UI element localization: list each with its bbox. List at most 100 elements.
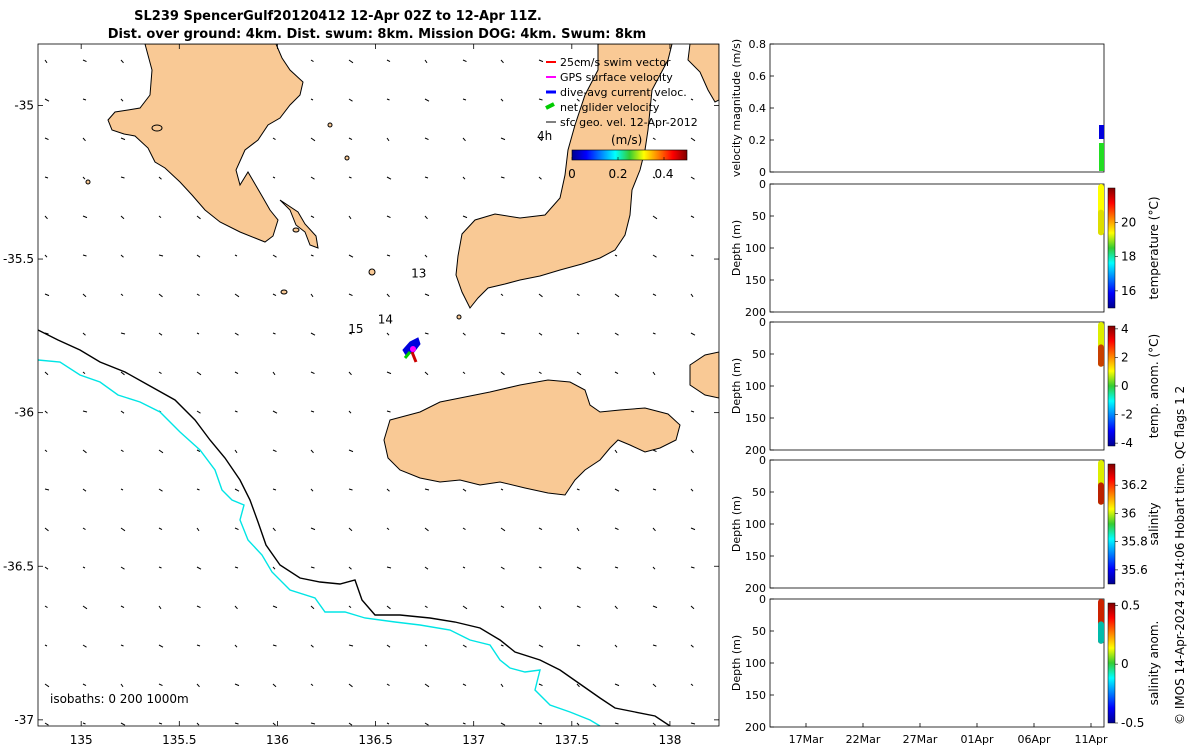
current-vector bbox=[196, 488, 200, 491]
land-yorke-peninsula bbox=[687, 44, 719, 103]
current-vector bbox=[386, 566, 392, 569]
current-vector bbox=[44, 176, 49, 179]
current-vector bbox=[82, 371, 86, 374]
current-vector bbox=[310, 254, 314, 257]
current-vector bbox=[538, 566, 542, 569]
panel-y-label: Depth (m) bbox=[730, 496, 743, 552]
panel-colorbar-tick-label: 20 bbox=[1121, 215, 1136, 229]
current-vector bbox=[462, 605, 468, 610]
current-vector bbox=[158, 605, 162, 610]
current-vector bbox=[310, 644, 314, 648]
profile-mark-lower-salinity-anom bbox=[1098, 621, 1104, 644]
current-vector bbox=[614, 644, 618, 648]
current-vector bbox=[386, 644, 391, 648]
current-vector bbox=[310, 488, 314, 492]
map-day-annotation: 14 bbox=[378, 313, 393, 327]
land-yorke-cape bbox=[689, 351, 719, 399]
map-colorbar bbox=[571, 149, 688, 161]
current-vector bbox=[196, 332, 200, 335]
current-vector bbox=[196, 527, 200, 532]
current-vector bbox=[348, 98, 353, 102]
current-vector bbox=[614, 566, 619, 569]
current-vector bbox=[196, 449, 201, 453]
map-day-annotation: 15 bbox=[348, 322, 363, 336]
current-vector bbox=[82, 332, 86, 336]
current-vector bbox=[272, 683, 277, 688]
panel-colorbar-tick-label: 35.6 bbox=[1121, 563, 1148, 577]
current-vector bbox=[44, 683, 50, 688]
current-vector bbox=[500, 332, 506, 335]
current-vector bbox=[120, 605, 125, 609]
current-vector bbox=[120, 410, 125, 414]
current-vector bbox=[234, 722, 239, 725]
current-vector bbox=[576, 371, 582, 376]
current-vector bbox=[310, 332, 316, 336]
panel-x-tick-label: 17Mar bbox=[789, 733, 824, 746]
current-vector bbox=[500, 371, 505, 376]
current-vector bbox=[234, 254, 238, 257]
current-vector-field bbox=[44, 59, 696, 726]
current-vector bbox=[614, 527, 619, 531]
current-vector bbox=[44, 371, 49, 376]
current-vector bbox=[82, 449, 87, 454]
current-vector bbox=[538, 527, 543, 531]
isobath-1000m bbox=[38, 329, 671, 726]
current-vector bbox=[386, 332, 390, 336]
current-vector bbox=[272, 176, 276, 179]
map-frame bbox=[37, 43, 720, 727]
current-vector bbox=[386, 410, 391, 413]
panel-colorbar-tick-label: 0 bbox=[1121, 657, 1129, 671]
current-vector bbox=[272, 137, 276, 141]
map-x-tick-label: 137.5 bbox=[555, 733, 589, 747]
panel-x-tick-label: 06Apr bbox=[1017, 733, 1051, 746]
current-vector bbox=[538, 683, 543, 687]
current-vector bbox=[500, 137, 506, 141]
current-vector bbox=[196, 293, 200, 297]
current-vector bbox=[652, 527, 656, 532]
land-eyre-inlet bbox=[279, 199, 319, 249]
current-vector bbox=[44, 254, 48, 258]
current-vector bbox=[386, 683, 390, 687]
current-vector bbox=[576, 527, 580, 532]
map-x-axis: 135 135.5 136 136.5 137 137.5 138 bbox=[70, 44, 681, 747]
current-vector bbox=[120, 722, 126, 726]
current-vector bbox=[424, 488, 430, 491]
panel-y-tick-label: 200 bbox=[745, 444, 766, 457]
current-vector bbox=[310, 215, 315, 219]
legend-label-net: net glider velocity bbox=[560, 101, 660, 114]
map-x-tick-label: 136 bbox=[266, 733, 289, 747]
current-vector bbox=[272, 605, 278, 609]
current-vector bbox=[234, 371, 239, 375]
current-vector bbox=[652, 566, 656, 570]
panel-y-tick-label: 100 bbox=[745, 657, 766, 670]
net-velocity bbox=[403, 351, 412, 359]
current-vector bbox=[424, 527, 429, 532]
current-vector bbox=[652, 137, 656, 141]
current-vector bbox=[196, 566, 202, 570]
current-vector bbox=[424, 683, 430, 688]
current-vector bbox=[44, 644, 48, 647]
current-vector bbox=[120, 137, 126, 141]
current-vector bbox=[82, 722, 86, 725]
current-vector bbox=[500, 683, 504, 688]
current-vector bbox=[348, 371, 352, 376]
current-vector bbox=[538, 98, 543, 101]
panel-y-tick-label: 0 bbox=[759, 166, 766, 179]
current-vector bbox=[120, 644, 124, 647]
swim-vector bbox=[410, 351, 418, 363]
current-vector bbox=[348, 722, 353, 726]
current-vector bbox=[424, 605, 428, 609]
current-vector bbox=[82, 176, 86, 180]
current-vector bbox=[462, 683, 467, 687]
current-vector bbox=[386, 371, 392, 375]
current-vector bbox=[424, 176, 429, 179]
panel-frame-temperature bbox=[769, 183, 1105, 313]
current-vector bbox=[652, 293, 657, 297]
current-vector bbox=[82, 137, 86, 142]
panel-y-label: velocity magnitude (m/s) bbox=[730, 39, 743, 177]
current-vector bbox=[310, 605, 315, 610]
current-vector bbox=[310, 371, 315, 375]
current-vector bbox=[82, 644, 87, 648]
current-vector bbox=[614, 371, 619, 375]
